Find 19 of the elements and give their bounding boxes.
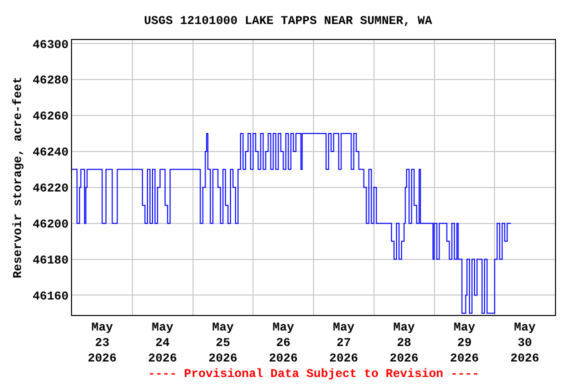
y-tick-label: 46160	[32, 289, 69, 304]
x-tick-label: May 30 2026	[510, 320, 540, 366]
y-tick-label: 46180	[32, 253, 69, 268]
text: ---- Provisional Data Subject to Revision ----	[148, 367, 480, 381]
x-tick-label: May 25 2026	[208, 320, 238, 366]
y-tick-label: 46200	[32, 218, 69, 232]
x-tick-label: May 24 2026	[148, 320, 177, 366]
x-tick-label: May 23 2026	[88, 320, 117, 366]
x-tick-label: May 29 2026	[450, 320, 479, 366]
chart-title: USGS 12101000 LAKE TAPPS NEAR SUMNER, WA	[144, 14, 433, 28]
x-tick-label: May 27 2026	[329, 320, 358, 366]
y-tick-label: 46240	[32, 146, 69, 160]
y-axis-title: Reservoir storage, acre-feet	[10, 76, 25, 278]
x-tick-label: May 26 2026	[268, 320, 298, 366]
y-tick-label: 46260	[32, 110, 69, 124]
y-tick-label: 46220	[32, 182, 69, 196]
y-tick-label: 46300	[32, 38, 69, 52]
y-tick-label: 46280	[32, 74, 69, 88]
x-tick-label: May 28 2026	[390, 320, 418, 366]
